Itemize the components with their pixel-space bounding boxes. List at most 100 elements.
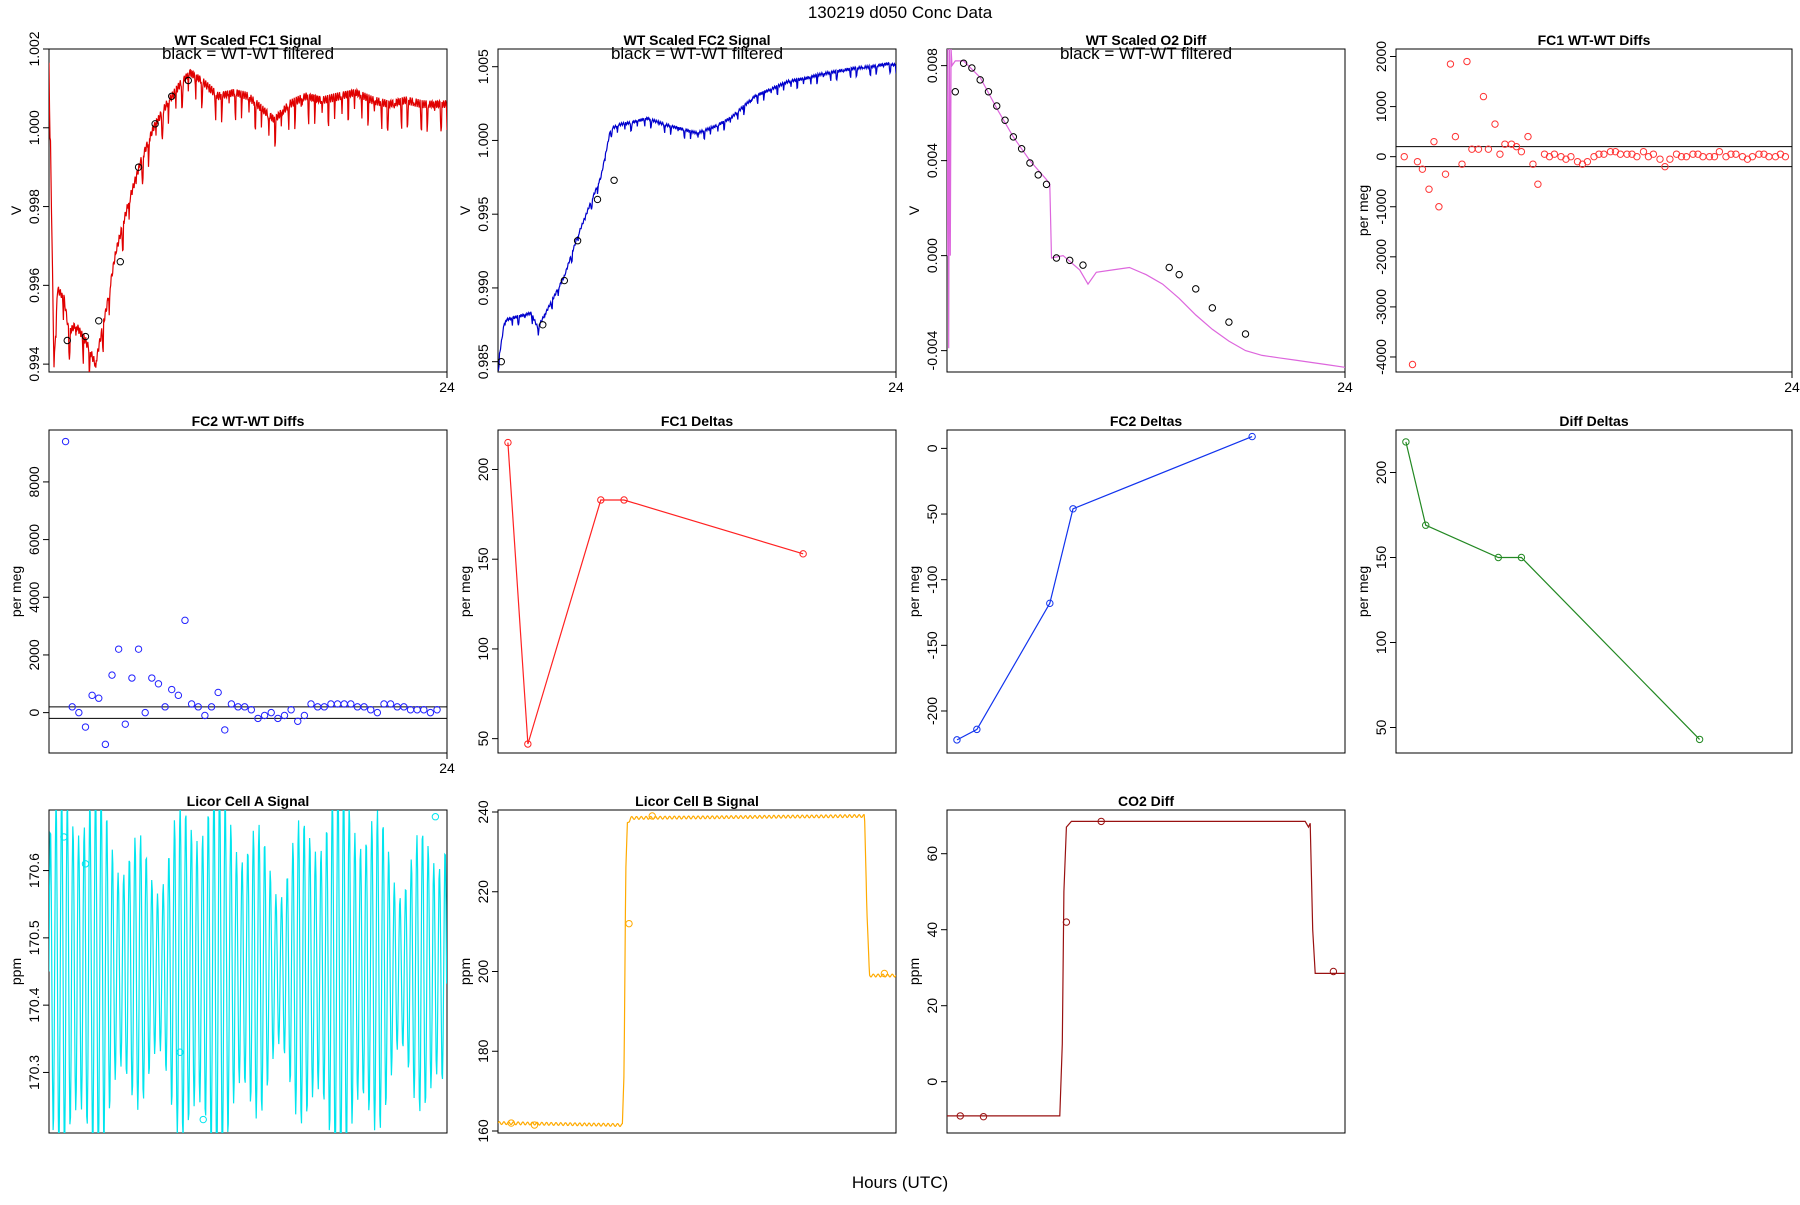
filtered-marker <box>625 919 633 928</box>
y-axis-label: per meg <box>1355 566 1371 617</box>
data-point <box>1496 150 1504 158</box>
data-point <box>1046 599 1054 608</box>
data-point <box>101 740 110 749</box>
data-point <box>1755 150 1763 158</box>
panel-subtitle: black = WT-WT filtered <box>162 44 334 63</box>
filtered-marker <box>539 321 547 329</box>
data-point <box>320 703 328 711</box>
panel-licor-a: Licor Cell A Signal ppm 170.3 170.4 170.5 170… <box>8 793 448 1134</box>
filtered-marker <box>610 176 618 184</box>
data-point <box>413 706 421 714</box>
y-tick-label: -150 <box>924 631 940 659</box>
y-tick-label: 0.994 <box>26 346 42 381</box>
filtered-marker <box>956 1112 964 1120</box>
filtered-marker <box>116 258 125 266</box>
filtered-marker <box>95 317 103 325</box>
filtered-marker <box>530 1121 539 1129</box>
y-tick-label: 0 <box>26 709 42 717</box>
data-point <box>201 711 209 720</box>
data-point <box>108 671 116 679</box>
data-point <box>148 674 156 682</box>
plot-area <box>49 437 447 749</box>
filtered-marker <box>573 237 582 245</box>
data-point <box>1491 120 1499 128</box>
panel-title: WT Scaled O2 Diff <box>1086 32 1207 48</box>
data-point <box>1649 150 1658 158</box>
filtered-marker <box>498 357 506 366</box>
data-point <box>386 700 395 708</box>
y-tick-label: 170.4 <box>26 987 42 1022</box>
plot-area <box>49 62 447 372</box>
x-tick-label: 24 <box>439 379 455 395</box>
y-tick-label: 0.004 <box>924 143 940 178</box>
data-point <box>1682 152 1691 161</box>
filtered-marker <box>1009 133 1018 141</box>
data-point <box>307 700 315 708</box>
data-point <box>81 723 90 731</box>
data-point <box>799 550 807 558</box>
panel-licor-b: Licor Cell B Signal ppm 160 180 200 220 240 <box>457 793 897 1143</box>
panel-co2-diff: CO2 Diff ppm 0 20 40 60 <box>906 793 1346 1134</box>
y-tick-label: 0.998 <box>26 189 42 224</box>
data-point <box>1425 185 1433 193</box>
data-point <box>154 680 163 688</box>
data-point <box>194 703 202 711</box>
data-point <box>524 740 532 748</box>
filtered-marker <box>1042 180 1051 189</box>
y-tick-label: 4000 <box>26 581 42 612</box>
series-line <box>956 436 1253 741</box>
data-point <box>1458 160 1466 168</box>
y-tick-label: 60 <box>924 846 940 862</box>
x-tick-label: 24 <box>1784 379 1800 395</box>
plot-frame <box>497 809 897 1134</box>
filtered-marker <box>1175 270 1183 279</box>
filtered-marker <box>199 1115 207 1124</box>
data-point <box>134 645 143 653</box>
filtered-marker <box>968 64 976 72</box>
data-point <box>1600 150 1608 158</box>
plot-area <box>947 49 1345 368</box>
data-point <box>1677 152 1686 161</box>
series-line <box>1405 441 1701 740</box>
data-point <box>227 700 236 708</box>
y-tick-label: 2000 <box>26 639 42 670</box>
filtered-marker <box>976 76 984 84</box>
page-title: 130219 d050 Conc Data <box>808 3 993 22</box>
data-point <box>88 691 96 700</box>
data-point <box>221 726 229 734</box>
y-tick-label: 0 <box>924 1078 940 1086</box>
data-point <box>597 496 605 504</box>
filtered-marker <box>168 92 176 100</box>
data-point <box>504 438 512 447</box>
plot-area <box>1396 57 1792 369</box>
data-point <box>141 708 149 717</box>
filtered-marker <box>593 195 602 204</box>
y-tick-label: 0.995 <box>475 196 491 231</box>
x-axis-label: Hours (UTC) <box>852 1173 948 1192</box>
series-line <box>49 810 447 1133</box>
data-point <box>128 674 136 682</box>
panel-fc2-wtwt-diffs: FC2 WT-WT Diffs per meg 0 2000 4000 6000 8000 2… <box>8 413 455 776</box>
filtered-marker <box>951 88 959 96</box>
y-tick-label: 1.000 <box>475 123 491 158</box>
y-axis-label: V <box>906 205 922 215</box>
data-point <box>1413 157 1422 166</box>
data-point <box>1484 145 1493 153</box>
data-point <box>1727 150 1735 158</box>
panel-title: Diff Deltas <box>1559 413 1628 429</box>
y-tick-label: 0 <box>924 444 940 452</box>
data-point <box>1666 155 1674 163</box>
y-tick-label: 0.996 <box>26 268 42 303</box>
plot-frame <box>946 429 1346 754</box>
filtered-marker <box>176 1048 184 1056</box>
data-point <box>1479 92 1488 101</box>
data-point <box>1451 132 1460 141</box>
data-point <box>1069 505 1077 513</box>
y-tick-label: -100 <box>924 565 940 593</box>
plot-area <box>498 812 896 1129</box>
y-tick-label: 0 <box>1373 153 1389 161</box>
data-point <box>1446 60 1455 68</box>
filtered-marker <box>81 332 90 341</box>
